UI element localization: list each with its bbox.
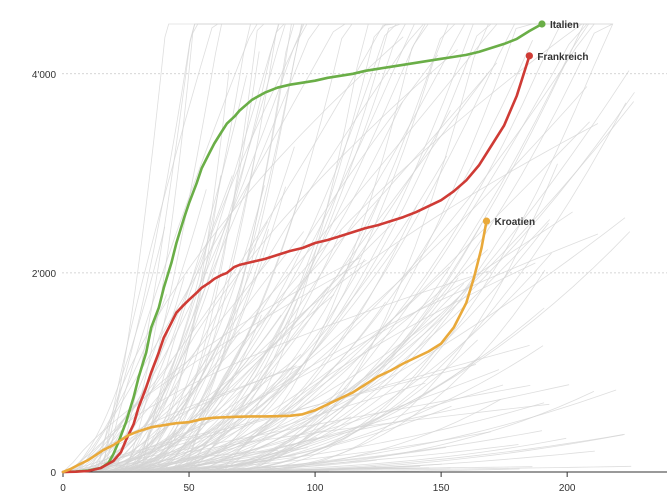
background-line (62, 23, 542, 473)
background-line (62, 23, 562, 473)
y-tick-label: 0 (50, 468, 56, 479)
background-line (63, 36, 404, 473)
background-line (63, 23, 596, 473)
x-tick-label: 50 (183, 483, 195, 494)
highlighted-series: Italien Frankreich Kroatien (61, 20, 588, 474)
background-line (63, 270, 490, 473)
background-line (63, 155, 448, 473)
background-country-lines (62, 23, 635, 473)
series-label-frankreich: Frankreich (537, 52, 588, 63)
series-label-italien: Italien (550, 20, 579, 31)
background-line (63, 23, 401, 473)
background-line (62, 259, 367, 473)
series-endpoint-frankreich (525, 52, 533, 60)
series-endpoint-kroatien (482, 217, 491, 225)
background-line (62, 23, 542, 473)
series-line-italien (61, 22, 544, 474)
background-line (62, 23, 465, 473)
background-line (63, 102, 627, 473)
background-line (63, 365, 297, 473)
x-tick-label: 200 (559, 483, 576, 494)
x-axis: 0 50 100 150 200 (60, 471, 667, 494)
series-line-kroatien (61, 219, 488, 474)
background-line (63, 23, 387, 473)
background-line (62, 211, 573, 473)
background-line (63, 23, 401, 473)
gridlines (62, 73, 667, 274)
background-line (63, 23, 542, 473)
x-tick-label: 150 (433, 483, 450, 494)
background-line (63, 286, 329, 473)
series-endpoint-italien (538, 20, 546, 28)
series-line-frankreich (61, 54, 531, 474)
background-line (63, 403, 550, 473)
x-tick-label: 100 (307, 483, 324, 494)
background-line (63, 121, 590, 473)
y-tick-label: 2'000 (32, 269, 57, 280)
background-line (63, 86, 588, 473)
x-tick-label: 0 (60, 483, 66, 494)
background-line (63, 431, 211, 473)
y-axis-ticks: 0 2'000 4'000 (32, 70, 57, 479)
background-line (63, 23, 314, 473)
series-label-kroatien: Kroatien (495, 217, 536, 228)
y-tick-label: 4'000 (32, 70, 57, 81)
background-line (62, 226, 166, 473)
